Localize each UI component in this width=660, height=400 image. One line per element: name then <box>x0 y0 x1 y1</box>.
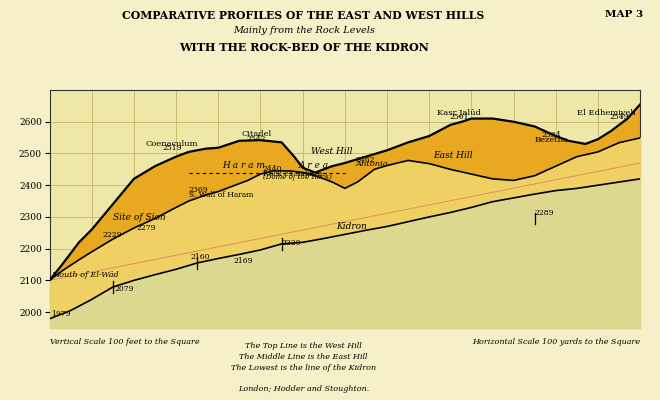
Text: 2229: 2229 <box>102 231 121 239</box>
Text: Bezetha: Bezetha <box>535 136 568 144</box>
Text: Kidron: Kidron <box>337 222 367 231</box>
Text: Citadel: Citadel <box>241 130 271 138</box>
Text: Vertical Scale 100 feet to the Square: Vertical Scale 100 feet to the Square <box>50 338 199 346</box>
Text: London; Hodder and Stoughton.: London; Hodder and Stoughton. <box>238 385 369 393</box>
Text: 2289: 2289 <box>535 209 554 217</box>
Text: Mainly from the Rock Levels: Mainly from the Rock Levels <box>233 26 374 35</box>
Text: S. Wall of Haram: S. Wall of Haram <box>189 191 253 199</box>
Text: 2079: 2079 <box>115 285 135 293</box>
Text: Site of Şion: Site of Şion <box>113 213 166 222</box>
Text: 2369: 2369 <box>189 186 209 194</box>
Text: A r e a: A r e a <box>298 161 329 170</box>
Text: Antonia: Antonia <box>355 160 388 168</box>
Text: El Edhemiyeh: El Edhemiyeh <box>577 109 636 117</box>
Text: The Lowest is the line of the Kidron: The Lowest is the line of the Kidron <box>231 364 376 372</box>
Text: Rock es Şakhra: Rock es Şakhra <box>263 169 322 177</box>
Text: The Top Line is the West Hill: The Top Line is the West Hill <box>246 342 362 350</box>
Text: 2220: 2220 <box>282 239 301 247</box>
Text: 2160: 2160 <box>191 253 211 261</box>
Text: 1979: 1979 <box>51 310 71 318</box>
Text: COMPARATIVE PROFILES OF THE EAST AND WEST HILLS: COMPARATIVE PROFILES OF THE EAST AND WES… <box>123 10 484 21</box>
Text: Horizontal Scale 100 yards to the Square: Horizontal Scale 100 yards to the Square <box>472 338 640 346</box>
Text: 2501: 2501 <box>449 114 469 122</box>
Text: 2549: 2549 <box>609 114 629 122</box>
Text: Mouth of El-Wäd: Mouth of El-Wäd <box>51 271 119 279</box>
Text: 2440: 2440 <box>263 164 282 172</box>
Text: The Middle Line is the East Hill: The Middle Line is the East Hill <box>240 353 368 361</box>
Text: Kasr Jalūd: Kasr Jalūd <box>437 109 480 117</box>
Text: MAP 3: MAP 3 <box>605 10 644 19</box>
Text: 2279: 2279 <box>136 224 156 232</box>
Text: 2534: 2534 <box>542 131 562 139</box>
Text: West Hill: West Hill <box>311 147 352 156</box>
Text: 2169: 2169 <box>233 256 253 264</box>
Text: 2519: 2519 <box>162 144 182 152</box>
Text: (Dome of the Rock): (Dome of the Rock) <box>263 173 331 181</box>
Text: 2542: 2542 <box>246 135 266 143</box>
Text: 2462: 2462 <box>355 156 375 164</box>
Text: H a r a m: H a r a m <box>222 161 265 170</box>
Text: Coenaculum: Coenaculum <box>146 140 198 148</box>
Text: East Hill: East Hill <box>434 152 473 160</box>
Text: WITH THE ROCK-BED OF THE KIDRON: WITH THE ROCK-BED OF THE KIDRON <box>179 42 428 52</box>
